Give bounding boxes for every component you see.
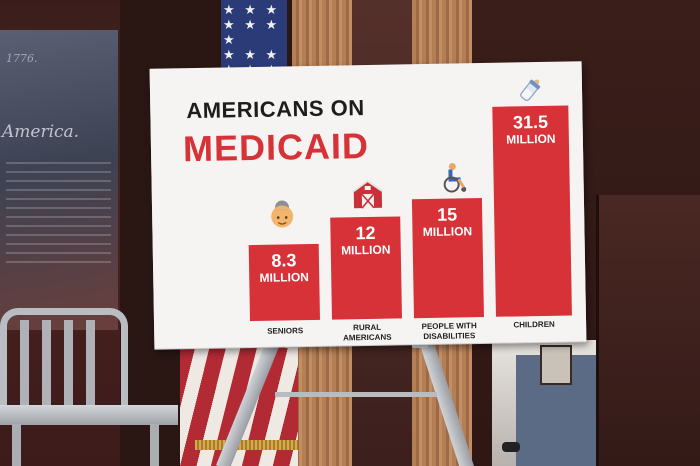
document-display-panel: 1776. America. — [0, 30, 118, 330]
chair-slat — [42, 320, 51, 410]
chair-leg — [150, 424, 159, 466]
chair-slat — [86, 320, 95, 410]
document-script-text: America. — [2, 122, 80, 142]
chair-seat — [0, 405, 178, 425]
chair-backrest — [0, 308, 128, 412]
category-label-rural-americans: RURAL AMERICANS — [343, 322, 392, 343]
american-flag-canton: ★ ★ ★★ ★ ★ ★★ ★ ★★ ★ ★ ★★ ★ ★ — [221, 0, 287, 75]
bar-value: 12 — [355, 222, 376, 244]
bar-people-with-disabilities: 15 MILLION — [411, 198, 484, 319]
sign-title-line2: MEDICAID — [182, 124, 370, 170]
easel-crossbar — [275, 392, 437, 397]
baby-bottle-icon — [520, 79, 541, 101]
bar-unit: MILLION — [259, 270, 310, 285]
bar-value: 15 — [436, 204, 458, 225]
bar-unit: MILLION — [422, 224, 473, 240]
bar-seniors: 8.3 MILLION — [248, 243, 320, 322]
chair-leg — [12, 424, 21, 466]
wheelchair-icon — [443, 163, 467, 193]
wooden-door — [596, 195, 700, 466]
senior-woman-icon — [271, 200, 294, 228]
bar-unit: MILLION — [506, 131, 556, 147]
bar-children: 31.5 MILLION — [492, 105, 572, 317]
flag-gold-fringe — [195, 440, 298, 450]
hallway-picture-frame — [540, 345, 572, 385]
sign-title-line1: AMERICANS ON — [186, 95, 365, 124]
bar-value: 8.3 — [271, 250, 297, 271]
bar-unit: MILLION — [340, 242, 391, 258]
door-handle — [502, 442, 520, 452]
bar-rural-americans: 12 MILLION — [330, 216, 402, 320]
document-year-text: 1776. — [6, 52, 38, 65]
category-label-children: CHILDREN — [513, 319, 555, 330]
chair-slat — [64, 320, 73, 410]
flag-stars: ★ ★ ★★ ★ ★ ★★ ★ ★★ ★ ★ ★★ ★ ★ — [223, 2, 281, 75]
category-label-seniors: SENIORS — [267, 326, 304, 336]
chair-slat — [20, 320, 29, 410]
category-label-people-with-disabilities: PEOPLE WITH DISABILITIES — [421, 321, 477, 342]
medicaid-sign-board: AMERICANS ON MEDICAID — [149, 61, 587, 349]
document-handwriting-lines — [6, 155, 111, 270]
barn-icon — [353, 179, 383, 209]
bar-value: 31.5 — [512, 111, 549, 133]
